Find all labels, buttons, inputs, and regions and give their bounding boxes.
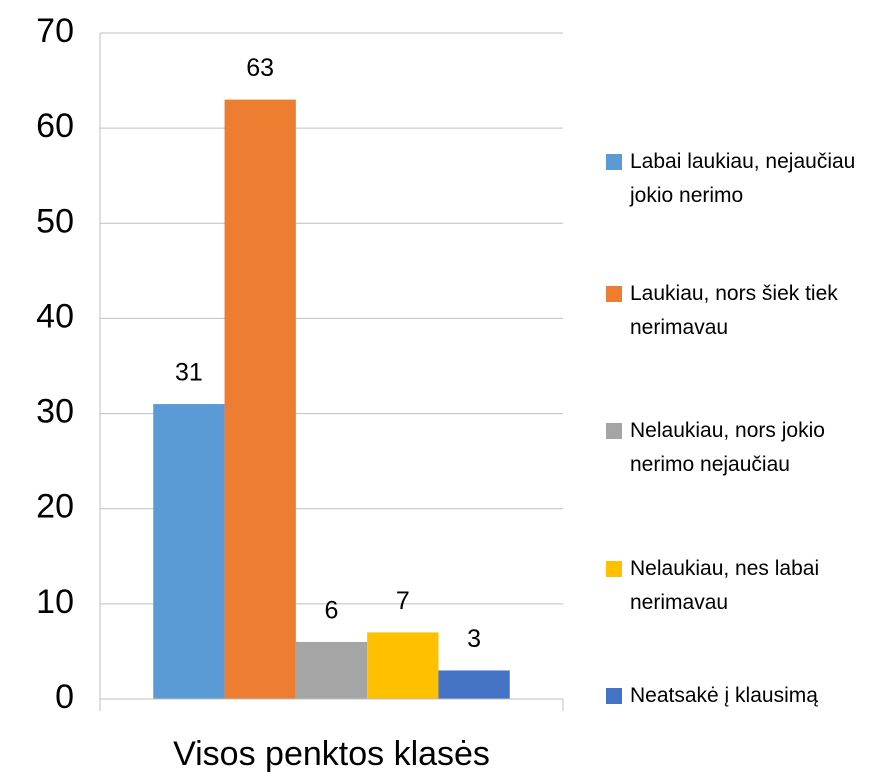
- y-tick-label: 10: [36, 583, 74, 621]
- legend-label: Laukiau, nors šiek tiek nerimavau: [630, 282, 838, 339]
- bar: [224, 99, 296, 700]
- bar: [153, 404, 225, 699]
- bar: [295, 641, 368, 699]
- legend-label: Nelaukiau, nes labai nerimavau: [630, 557, 820, 614]
- data-label: 63: [246, 54, 274, 82]
- y-tick-label: 0: [55, 678, 74, 716]
- legend-label: Nelaukiau, nors jokio nerimo nejaučiau: [630, 419, 825, 476]
- y-tick-label: 20: [36, 488, 74, 526]
- y-tick-label: 60: [36, 107, 74, 145]
- legend-swatch: [606, 154, 622, 170]
- y-tick-label: 70: [36, 12, 74, 50]
- y-tick-label: 40: [36, 297, 74, 335]
- x-tick-label: Visos penktos klasės: [173, 735, 490, 773]
- legend-swatch: [606, 688, 622, 704]
- y-tick-label: 50: [36, 202, 74, 240]
- data-label: 31: [175, 359, 203, 387]
- data-label: 3: [467, 625, 481, 653]
- data-label: 7: [396, 587, 410, 615]
- legend-item: Neatsakė į klausimą: [606, 679, 876, 713]
- legend-label: Labai laukiau, nejaučiau jokio nerimo: [630, 150, 856, 207]
- data-label: 6: [325, 597, 339, 625]
- bar: [438, 670, 510, 699]
- legend-item: Nelaukiau, nes labai nerimavau: [606, 552, 876, 620]
- legend-label: Neatsakė į klausimą: [630, 684, 818, 707]
- y-tick-label: 30: [36, 393, 74, 431]
- legend-swatch: [606, 286, 622, 302]
- bar: [367, 632, 439, 699]
- legend-swatch: [606, 423, 622, 439]
- legend-item: Nelaukiau, nors jokio nerimo nejaučiau: [606, 414, 876, 482]
- legend-item: Laukiau, nors šiek tiek nerimavau: [606, 277, 876, 345]
- legend-item: Labai laukiau, nejaučiau jokio nerimo: [606, 145, 876, 213]
- legend-swatch: [606, 561, 622, 577]
